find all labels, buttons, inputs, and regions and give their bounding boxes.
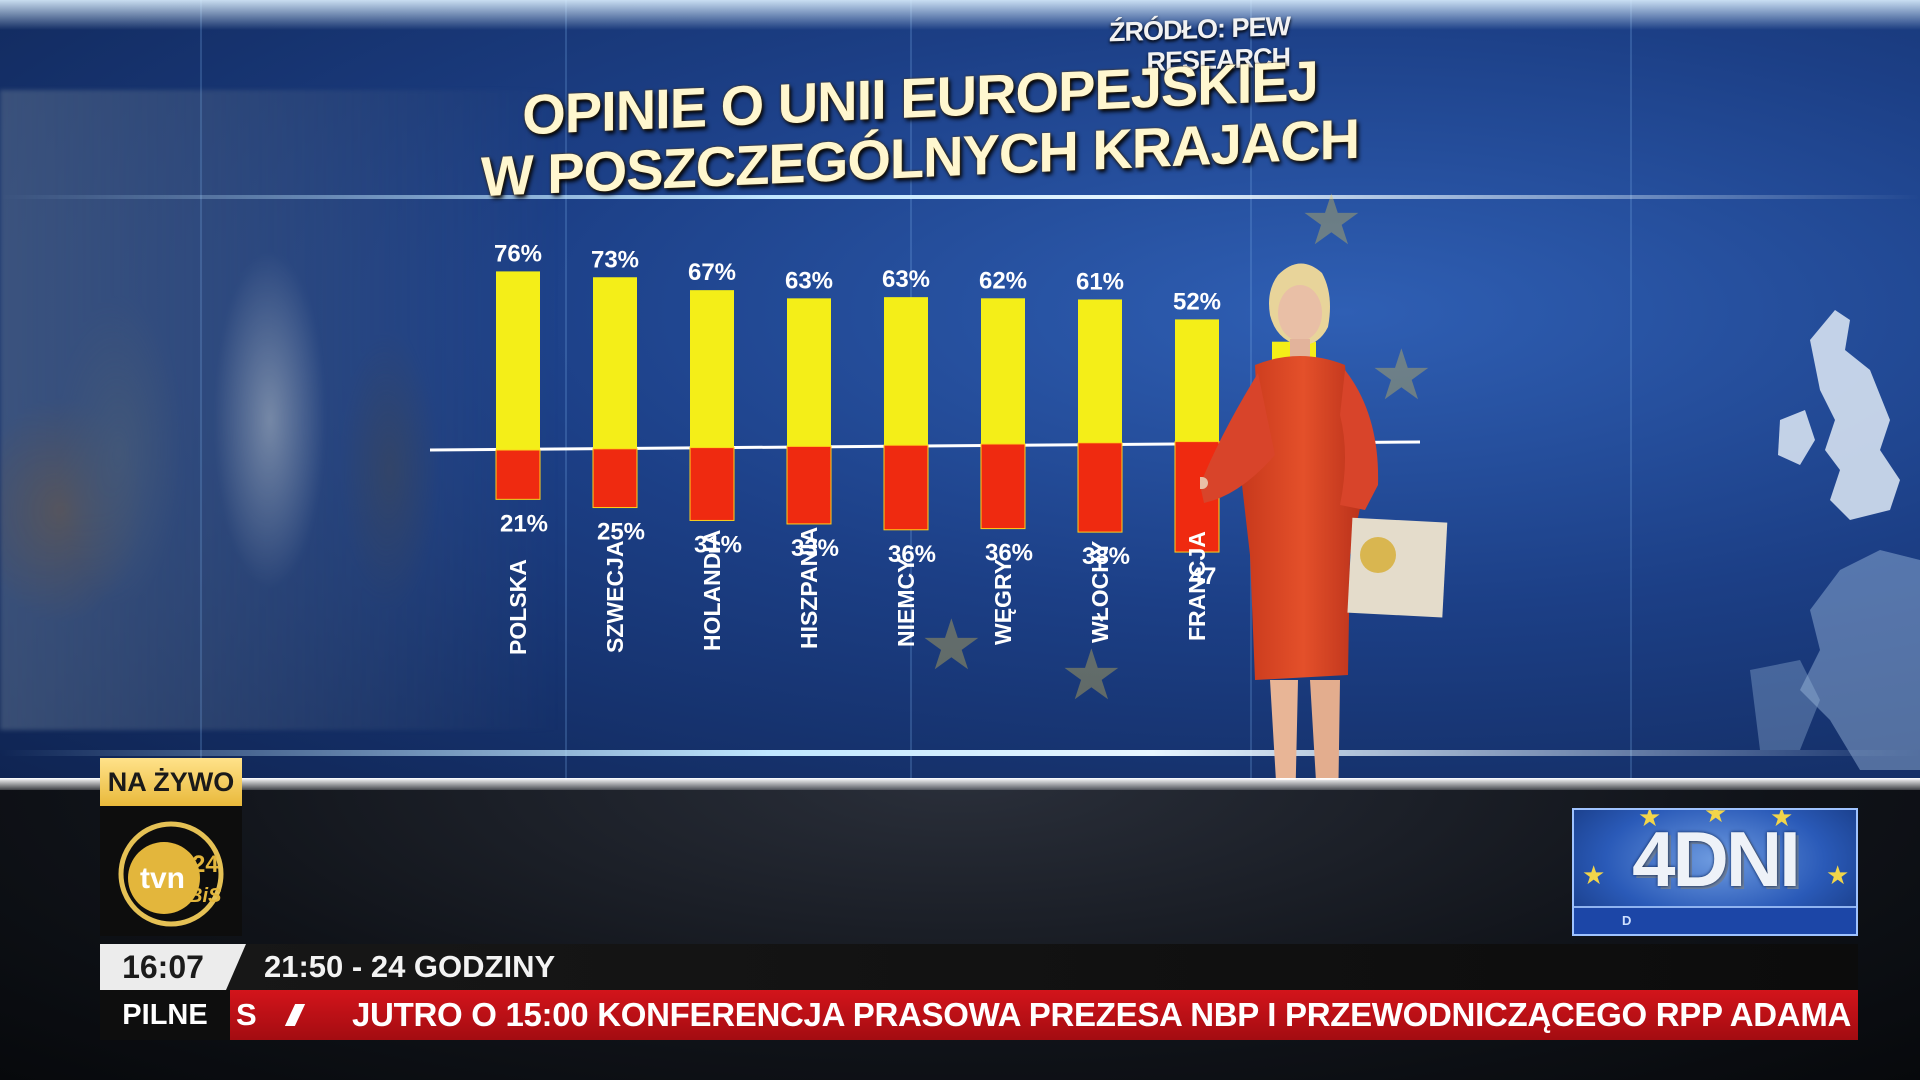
category-label: SZWECJA	[602, 541, 628, 653]
star-icon: ★	[1582, 860, 1606, 890]
value-label-positive: 73%	[591, 246, 639, 273]
tvn-logo-text: tvn	[140, 862, 185, 895]
wall-light-line	[0, 750, 1920, 756]
eu-star-icon: ★	[1060, 636, 1123, 714]
star-icon: ★	[1704, 808, 1728, 828]
value-label-positive: 61%	[1076, 268, 1124, 295]
value-label-negative: 47	[1190, 563, 1217, 590]
four-days-badge: ★ ★ ★ ★ ★ 4DNI D	[1572, 808, 1858, 936]
news-ticker: S JUTRO O 15:00 KONFERENCJA PRASOWA PREZ…	[230, 990, 1858, 1040]
category-label: WŁOCHY	[1087, 541, 1113, 643]
channel-logo: tvn 24 BiS	[100, 806, 242, 936]
category-label: HISZPANIA	[796, 527, 822, 649]
europe-map-icon	[1750, 310, 1920, 770]
tvn24-bis-logo-icon: tvn 24 BiS	[118, 821, 224, 927]
star-icon: ★	[1770, 808, 1794, 832]
category-label: POLSKA	[505, 559, 531, 655]
bar-positive	[1078, 299, 1122, 443]
wall-panel-divider	[565, 0, 567, 780]
wall-panel-divider	[1630, 0, 1632, 780]
star-icon: ★	[1638, 808, 1662, 832]
value-label-positive: 76%	[494, 240, 542, 267]
value-label-positive: 67%	[688, 259, 736, 286]
category-label: HOLANDIA	[699, 530, 725, 651]
bar-positive	[496, 271, 540, 450]
badge-subtitle: D	[1574, 906, 1856, 934]
star-icon: ★	[1826, 860, 1850, 890]
bar-chart: 76% 21% POLSKA 73% 25%SZWECJA 67% 31%HOLANDIA 6…	[429, 240, 1421, 655]
bar-negative	[786, 445, 832, 525]
wall-panel-divider	[200, 0, 202, 780]
video-wall: ★ ★ ★ ★	[0, 0, 1920, 780]
value-label-negative: 33%	[791, 535, 839, 562]
bar-positive	[1175, 319, 1219, 442]
wall-light-line	[0, 195, 1920, 199]
bar-negative	[1077, 442, 1123, 533]
bar-positive	[690, 290, 734, 448]
bar-negative	[592, 448, 638, 509]
tvn-logo-bis: BiS	[188, 885, 222, 907]
value-label-negative: 31%	[694, 531, 742, 558]
info-bar	[226, 944, 1858, 990]
badge-title: 4DNI	[1632, 815, 1801, 903]
clock: 16:07	[100, 944, 226, 990]
tvn-logo-number: 24	[192, 851, 219, 878]
breaking-label: PILNE	[100, 990, 230, 1040]
eu-star-icon: ★	[1370, 336, 1433, 414]
value-label-positive: 62%	[979, 267, 1027, 294]
bar-negative	[980, 443, 1026, 530]
value-label-negative: 21%	[500, 510, 548, 537]
bar-positive	[884, 297, 928, 446]
eu-star-icon: ★	[1300, 181, 1363, 259]
bar-positive	[787, 298, 831, 447]
category-label: WĘGRY	[990, 559, 1016, 645]
value-label-negative: 36%	[985, 540, 1033, 567]
bar-positive	[981, 298, 1025, 444]
bar-negative	[689, 447, 735, 521]
bar-negative	[495, 449, 541, 500]
wall-light-top	[0, 0, 1920, 30]
ticker-separator-icon	[284, 1004, 306, 1026]
category-label: FRANCJA	[1184, 531, 1210, 641]
ticker-text: JUTRO O 15:00 KONFERENCJA PRASOWA PREZES…	[352, 996, 1858, 1033]
eu-star-icon: ★	[920, 606, 983, 684]
value-label-positive: 52%	[1173, 288, 1221, 315]
bar-negative	[883, 444, 929, 531]
value-label-positive: 63%	[882, 266, 930, 293]
value-label-positive: 63%	[785, 267, 833, 294]
live-badge: NA ŻYWO	[100, 758, 242, 806]
category-label: NIEMCY	[893, 558, 919, 647]
bar-positive	[593, 277, 637, 449]
value-label-negative: 36%	[888, 541, 936, 568]
value-label-negative: 38%	[1082, 543, 1130, 570]
program-info: 21:50 - 24 GODZINY	[264, 949, 556, 984]
value-label-negative: 25%	[597, 519, 645, 546]
studio-floor-edge	[0, 778, 1920, 790]
ticker-previous-text: S	[236, 997, 257, 1032]
